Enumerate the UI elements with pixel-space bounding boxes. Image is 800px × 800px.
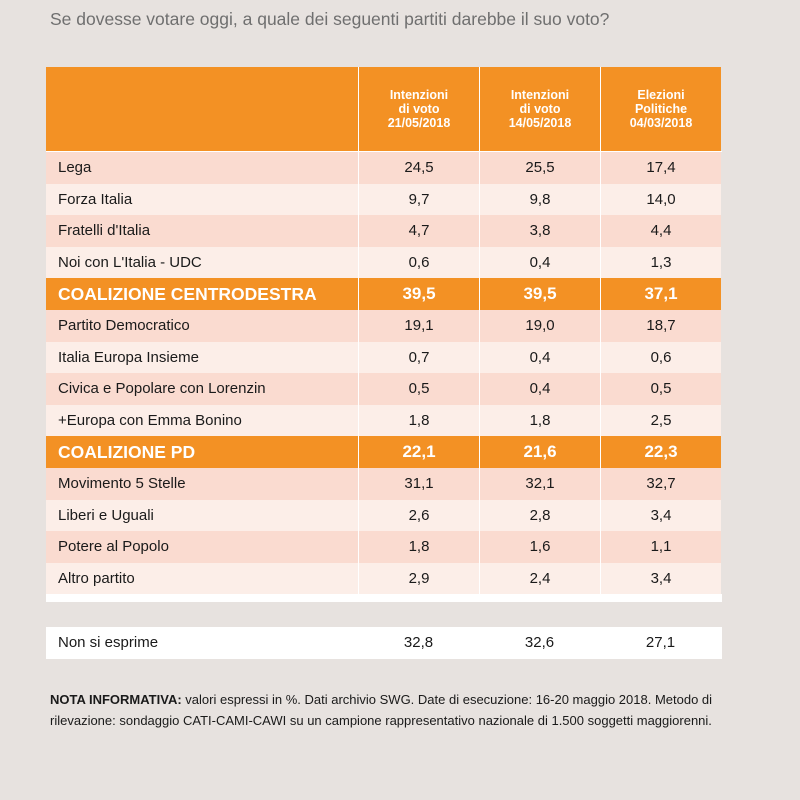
- row-value: 1,8: [479, 404, 600, 437]
- row-value: 3,8: [479, 215, 600, 247]
- table-row: Fratelli d'Italia 4,7 3,8 4,4: [46, 215, 722, 247]
- table-row: Partito Democratico 19,1 19,0 18,7: [46, 309, 722, 342]
- row-value: 25,5: [479, 152, 600, 184]
- table-row: +Europa con Emma Bonino 1,8 1,8 2,5: [46, 404, 722, 437]
- row-label: Civica e Popolare con Lorenzin: [46, 373, 358, 405]
- row-value: 1,3: [600, 246, 721, 279]
- row-value: 0,4: [479, 246, 600, 279]
- row-value: 9,7: [358, 183, 479, 216]
- row-value: 0,6: [358, 246, 479, 279]
- header-separator: [46, 151, 722, 152]
- row-value: 22,3: [600, 436, 721, 468]
- table-row: Forza Italia 9,7 9,8 14,0: [46, 183, 722, 216]
- coalition-row: COALIZIONE PD 22,1 21,6 22,3: [46, 436, 722, 468]
- table-row: Liberi e Uguali 2,6 2,8 3,4: [46, 499, 722, 532]
- row-value: 32,7: [600, 467, 721, 500]
- table-row-non-si-esprime: Non si esprime 32,8 32,6 27,1: [46, 627, 722, 659]
- row-value: 9,8: [479, 183, 600, 216]
- row-value: 31,1: [358, 467, 479, 500]
- row-value: 1,8: [358, 531, 479, 563]
- row-label: Altro partito: [46, 562, 358, 595]
- row-value: 27,1: [600, 627, 721, 659]
- row-value: 21,6: [479, 436, 600, 468]
- row-value: 22,1: [358, 436, 479, 468]
- row-value: 0,5: [600, 373, 721, 405]
- row-label: Non si esprime: [46, 627, 358, 659]
- poll-table: Intenzioni di voto 21/05/2018 Intenzioni…: [46, 67, 722, 603]
- row-label: Noi con L'Italia - UDC: [46, 246, 358, 279]
- row-value: 14,0: [600, 183, 721, 216]
- table-row: Potere al Popolo 1,8 1,6 1,1: [46, 531, 722, 563]
- row-value: 2,6: [358, 499, 479, 532]
- row-value: 0,4: [479, 373, 600, 405]
- table-bottom-spacer: [46, 594, 722, 603]
- row-value: 4,4: [600, 215, 721, 247]
- row-value: 32,6: [479, 627, 600, 659]
- row-label: Partito Democratico: [46, 309, 358, 342]
- row-label: Italia Europa Insieme: [46, 341, 358, 374]
- row-label: Lega: [46, 152, 358, 184]
- row-value: 0,7: [358, 341, 479, 374]
- row-value: 39,5: [358, 278, 479, 310]
- note-title: NOTA INFORMATIVA:: [50, 692, 182, 707]
- row-value: 0,5: [358, 373, 479, 405]
- row-value: 32,8: [358, 627, 479, 659]
- note-text: valori espressi in %. Dati archivio SWG.…: [50, 692, 713, 728]
- row-label: Potere al Popolo: [46, 531, 358, 563]
- table-row: Altro partito 2,9 2,4 3,4: [46, 562, 722, 595]
- info-note: NOTA INFORMATIVA: valori espressi in %. …: [50, 689, 770, 731]
- column-header: Elezioni Politiche 04/03/2018: [600, 67, 721, 151]
- table-body: Lega 24,5 25,5 17,4 Forza Italia 9,7 9,8 14,0 Fr…: [46, 152, 722, 595]
- row-value: 32,1: [479, 467, 600, 500]
- table-row: Italia Europa Insieme 0,7 0,4 0,6: [46, 341, 722, 374]
- row-value: 19,1: [358, 309, 479, 342]
- row-value: 18,7: [600, 309, 721, 342]
- row-value: 0,6: [600, 341, 721, 374]
- row-value: 2,5: [600, 404, 721, 437]
- row-label: COALIZIONE CENTRODESTRA: [46, 278, 358, 310]
- survey-question: Se dovesse votare oggi, a quale dei segu…: [50, 9, 610, 29]
- coalition-row: COALIZIONE CENTRODESTRA 39,5 39,5 37,1: [46, 278, 722, 310]
- column-header: Intenzioni di voto 14/05/2018: [479, 67, 600, 151]
- row-label: Forza Italia: [46, 183, 358, 216]
- row-value: 2,4: [479, 562, 600, 595]
- row-value: 2,9: [358, 562, 479, 595]
- row-value: 3,4: [600, 499, 721, 532]
- row-value: 2,8: [479, 499, 600, 532]
- non-si-esprime-table: Non si esprime 32,8 32,6 27,1: [46, 627, 722, 659]
- table-row: Civica e Popolare con Lorenzin 0,5 0,4 0,5: [46, 373, 722, 405]
- row-value: 39,5: [479, 278, 600, 310]
- row-value: 4,7: [358, 215, 479, 247]
- row-label: Fratelli d'Italia: [46, 215, 358, 247]
- row-label: Liberi e Uguali: [46, 499, 358, 532]
- row-value: 1,1: [600, 531, 721, 563]
- table-row: Movimento 5 Stelle 31,1 32,1 32,7: [46, 467, 722, 500]
- row-label: COALIZIONE PD: [46, 436, 358, 468]
- table-row: Lega 24,5 25,5 17,4: [46, 152, 722, 184]
- row-value: 37,1: [600, 278, 721, 310]
- column-header: Intenzioni di voto 21/05/2018: [358, 67, 479, 151]
- row-value: 17,4: [600, 152, 721, 184]
- row-value: 1,8: [358, 404, 479, 437]
- row-value: 0,4: [479, 341, 600, 374]
- table-row: Noi con L'Italia - UDC 0,6 0,4 1,3: [46, 246, 722, 279]
- row-value: 24,5: [358, 152, 479, 184]
- row-value: 19,0: [479, 309, 600, 342]
- row-label: +Europa con Emma Bonino: [46, 404, 358, 437]
- table-header: Intenzioni di voto 21/05/2018 Intenzioni…: [46, 67, 722, 151]
- row-label: Movimento 5 Stelle: [46, 467, 358, 500]
- row-value: 1,6: [479, 531, 600, 563]
- row-value: 3,4: [600, 562, 721, 595]
- header-blank-cell: [46, 67, 358, 151]
